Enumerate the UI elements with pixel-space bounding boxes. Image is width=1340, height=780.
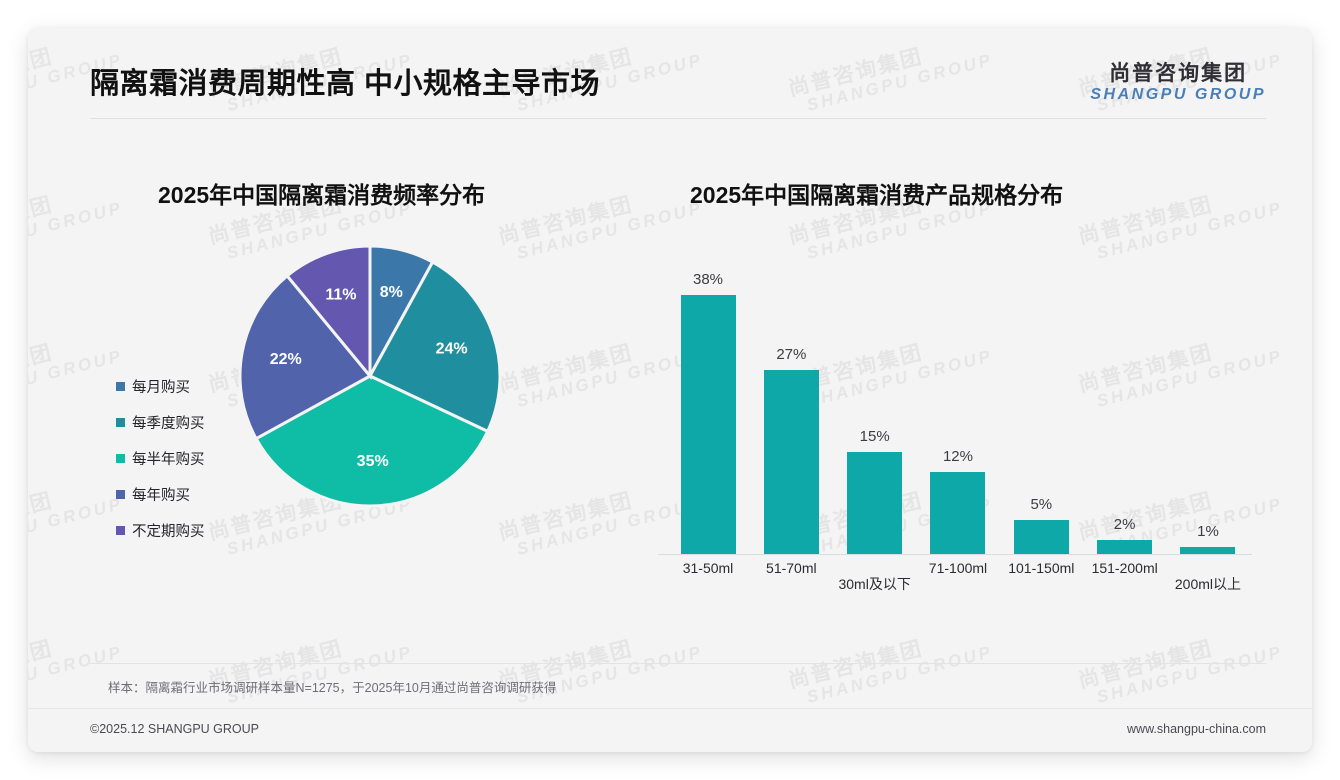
legend-label: 每半年购买 <box>132 452 205 468</box>
legend-color-swatch <box>116 490 125 499</box>
footnote-divider <box>90 663 1266 664</box>
pie-chart-svg: 8% 24% 35% 22% 11% <box>238 244 502 508</box>
bar-column[interactable]: 5% <box>1001 254 1081 554</box>
pie-slice-label: 11% <box>325 286 356 303</box>
pie-chart-panel: 2025年中国隔离霜消费频率分布 每月购买每季度购买每半年购买每年购买不定期购买… <box>90 176 630 646</box>
pie-chart-area: 每月购买每季度购买每半年购买每年购买不定期购买 8% 24% 35% 22% 11% <box>90 226 630 626</box>
brand-name-cn: 尚普咨询集团 <box>1109 62 1248 85</box>
bar-series: 38% 27% 15% 12% 5% 2% 1% <box>668 254 1248 554</box>
bar-category-label: 30ml及以下 <box>838 576 911 592</box>
bar-column[interactable]: 2% <box>1085 254 1165 554</box>
bar-rect[interactable] <box>1180 547 1236 554</box>
bar-column[interactable]: 38% <box>668 254 748 554</box>
bar-column[interactable]: 1% <box>1168 254 1248 554</box>
bar-category-labels: 31-50ml 51-70ml 30ml及以下 71-100ml 101-150ml 15… <box>668 560 1248 602</box>
pie-slice-label: 35% <box>357 453 389 470</box>
pie-slice-label: 8% <box>380 284 403 301</box>
bar-value-label: 27% <box>776 345 807 363</box>
header-divider <box>90 118 1266 119</box>
pie-legend-item[interactable]: 每半年购买 <box>116 448 205 469</box>
bar-value-label: 5% <box>1030 495 1053 513</box>
pie-legend-item[interactable]: 每年购买 <box>116 484 205 505</box>
slide-header: 隔离霜消费周期性高 中小规格主导市场 尚普咨询集团 SHANGPU GROUP <box>28 28 1312 122</box>
pie-slice[interactable] <box>238 273 373 441</box>
pie-chart-title: 2025年中国隔离霜消费频率分布 <box>158 182 486 208</box>
pie-legend-item[interactable]: 不定期购买 <box>116 520 205 541</box>
bar-chart-area: 38% 27% 15% 12% 5% 2% 1% 31-50ml 51-70ml 30ml及以下… <box>658 220 1258 640</box>
pie-slice-label: 22% <box>270 351 302 368</box>
bar-value-label: 38% <box>692 270 724 288</box>
bar-column[interactable]: 27% <box>751 254 831 554</box>
pie-legend: 每月购买每季度购买每半年购买每年购买不定期购买 <box>116 376 205 541</box>
legend-color-swatch <box>116 454 125 463</box>
legend-color-swatch <box>116 418 125 427</box>
source-footnote: 样本：隔离霜行业市场调研样本量N=1275，于2025年10月通过尚普咨询调研获… <box>108 681 557 695</box>
legend-color-swatch <box>116 526 125 535</box>
brand-name-en: SHANGPU GROUP <box>1090 85 1266 103</box>
bar-value-label: 2% <box>1113 516 1136 534</box>
page-title: 隔离霜消费周期性高 中小规格主导市场 <box>90 68 601 100</box>
slide-footer: ©2025.12 SHANGPU GROUP www.shangpu-china… <box>28 708 1312 752</box>
slide-card: 尚普咨询集团 SHANGPU GROUP 尚普咨询集团 SHANGPU GROUP 尚普… <box>28 28 1312 752</box>
legend-color-swatch <box>116 382 125 391</box>
bar-category-label: 200ml以上 <box>1174 576 1242 592</box>
bar-value-label: 12% <box>942 448 973 466</box>
legend-label: 不定期购买 <box>132 524 205 540</box>
brand-logo: 尚普咨询集团 SHANGPU GROUP <box>1090 62 1266 103</box>
legend-label: 每月购买 <box>132 380 190 396</box>
pie-slice[interactable] <box>285 244 372 381</box>
pie-slice-label: 24% <box>436 341 468 358</box>
legend-label: 每季度购买 <box>132 416 205 432</box>
copyright-text: ©2025.12 SHANGPU GROUP <box>90 722 259 736</box>
bar-column[interactable]: 15% <box>835 254 915 554</box>
bar-rect[interactable] <box>763 369 819 554</box>
legend-label: 每年购买 <box>132 488 190 504</box>
bar-column[interactable]: 12% <box>918 254 998 554</box>
bar-rect[interactable] <box>1097 540 1153 554</box>
bar-rect[interactable] <box>930 472 986 554</box>
bar-rect[interactable] <box>847 451 903 554</box>
bar-axis-line <box>658 554 1252 555</box>
bar-category-label: 31-50ml <box>682 560 734 576</box>
pie-legend-item[interactable]: 每月购买 <box>116 376 205 397</box>
bar-category-label: 151-200ml <box>1091 560 1158 576</box>
bar-category-label: 101-150ml <box>1008 560 1075 576</box>
bar-rect[interactable] <box>1013 519 1069 554</box>
bar-rect[interactable] <box>680 294 736 554</box>
website-link[interactable]: www.shangpu-china.com <box>1127 722 1266 736</box>
bar-chart-panel: 2025年中国隔离霜消费产品规格分布 38% 27% 15% 12% 5% 2% 1% 31… <box>658 176 1258 646</box>
pie-slice[interactable] <box>367 260 502 434</box>
bar-chart-title: 2025年中国隔离霜消费产品规格分布 <box>690 182 1064 208</box>
bar-value-label: 1% <box>1197 523 1219 541</box>
bar-category-label: 51-70ml <box>766 560 817 576</box>
bar-category-label: 71-100ml <box>928 560 988 576</box>
bar-value-label: 15% <box>859 427 890 445</box>
pie-legend-item[interactable]: 每季度购买 <box>116 412 205 433</box>
